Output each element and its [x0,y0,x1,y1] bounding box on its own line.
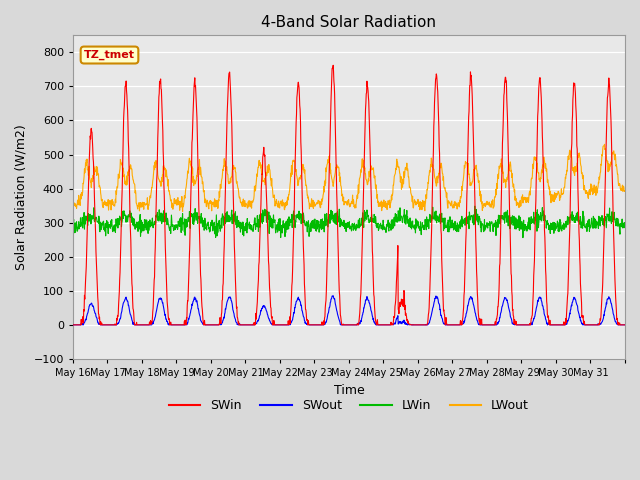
SWin [335,264,342,270]
LWout [560,185,568,191]
LWin [69,226,77,232]
Line: SWin: SWin [73,65,625,325]
LWout [335,165,342,170]
SWout [335,315,342,321]
SWin [614,322,621,327]
LWout [156,177,163,183]
SWin [324,231,332,237]
SWout [560,322,568,328]
SWin [621,322,628,328]
LWout [324,157,332,163]
SWin [479,322,487,328]
Line: SWout: SWout [73,296,625,325]
SWout [324,312,332,317]
SWout [479,322,487,328]
Text: TZ_tmet: TZ_tmet [84,50,135,60]
SWout [330,293,337,299]
Line: LWin: LWin [73,206,625,238]
LWout [614,178,622,184]
Y-axis label: Solar Radiation (W/m2): Solar Radiation (W/m2) [15,124,28,270]
LWin [614,219,622,225]
LWout [69,204,77,210]
LWin [519,235,527,240]
LWin [156,207,163,213]
Line: LWout: LWout [73,144,625,212]
Legend: SWin, SWout, LWin, LWout: SWin, SWout, LWin, LWout [164,395,534,418]
SWout [614,322,621,328]
SWout [621,322,628,328]
LWout [479,205,487,211]
SWin [69,322,77,328]
LWin [479,223,487,228]
SWin [156,91,163,96]
SWin [330,62,337,68]
SWin [560,319,568,324]
LWout [179,209,186,215]
LWout [601,142,609,147]
LWin [471,203,479,209]
LWin [621,225,628,230]
SWout [69,322,77,328]
LWin [561,223,568,229]
LWin [334,214,342,220]
LWin [324,224,332,230]
Title: 4-Band Solar Radiation: 4-Band Solar Radiation [262,15,436,30]
SWout [156,296,163,302]
X-axis label: Time: Time [333,384,364,396]
LWout [621,188,628,194]
